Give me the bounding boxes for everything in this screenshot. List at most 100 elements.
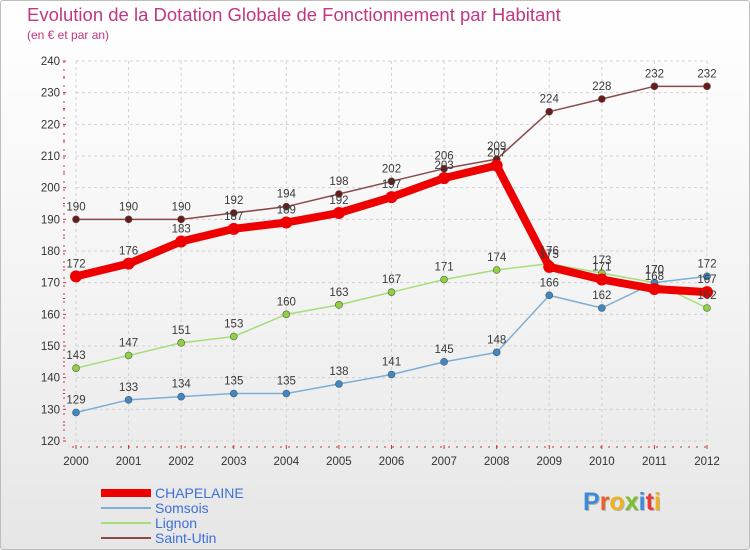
data-label-chapelaine: 197 <box>382 179 401 191</box>
data-label-lignon: 167 <box>382 274 401 286</box>
x-tick-label: 2000 <box>63 456 89 468</box>
data-point-somsois <box>387 370 396 379</box>
y-tick-label: 210 <box>41 151 60 163</box>
data-label-saint-utin: 190 <box>172 201 191 213</box>
chart-title: Evolution de la Dotation Globale de Fonc… <box>27 4 561 25</box>
data-label-saint-utin: 194 <box>277 189 297 201</box>
data-label-lignon: 170 <box>645 265 664 277</box>
data-point-somsois <box>545 291 554 300</box>
data-point-somsois <box>598 304 606 312</box>
data-label-chapelaine: 187 <box>224 211 243 223</box>
data-point-lignon <box>387 288 396 296</box>
data-label-chapelaine: 176 <box>119 246 138 258</box>
y-tick-label: 160 <box>41 309 60 321</box>
y-tick-label: 230 <box>41 88 60 100</box>
data-label-lignon: 176 <box>540 246 559 258</box>
series-lines <box>70 82 713 417</box>
data-point-chapelaine <box>175 235 188 248</box>
data-label-saint-utin: 228 <box>592 81 611 93</box>
x-tick-label: 2003 <box>221 456 247 468</box>
logo-letter: i <box>638 488 646 516</box>
data-point-saint-utin <box>703 82 711 91</box>
legend-swatch <box>101 537 151 539</box>
data-point-saint-utin <box>598 95 606 103</box>
y-tick-label: 190 <box>41 214 60 226</box>
data-point-somsois <box>703 272 711 281</box>
y-tick-label: 140 <box>41 373 60 385</box>
data-label-chapelaine: 168 <box>645 271 664 283</box>
data-label-saint-utin: 190 <box>119 201 138 213</box>
logo-letter: r <box>599 488 610 516</box>
data-point-somsois <box>440 358 448 366</box>
data-label-chapelaine: 192 <box>329 195 348 207</box>
data-point-saint-utin <box>177 215 185 224</box>
data-label-lignon: 153 <box>224 319 243 331</box>
data-point-chapelaine <box>438 172 451 185</box>
data-label-chapelaine: 207 <box>487 148 506 160</box>
logo-letter: o <box>609 488 625 516</box>
y-tick-label: 200 <box>41 183 60 195</box>
data-point-chapelaine <box>70 270 82 283</box>
data-point-somsois <box>229 389 238 398</box>
data-label-saint-utin: 232 <box>645 68 664 80</box>
x-tick-label: 2001 <box>116 456 142 468</box>
data-label-saint-utin: 224 <box>540 94 560 106</box>
legend-label: CHAPELAINE <box>155 485 244 501</box>
data-point-somsois <box>492 348 501 357</box>
data-label-somsois: 129 <box>66 395 85 407</box>
data-point-somsois <box>124 396 133 404</box>
x-tick-label: 2005 <box>326 456 352 468</box>
data-label-chapelaine: 167 <box>697 274 716 286</box>
data-label-somsois: 172 <box>697 258 716 270</box>
data-point-lignon <box>177 339 185 347</box>
data-label-lignon: 143 <box>66 350 85 362</box>
data-label-saint-utin: 190 <box>66 201 85 213</box>
x-tick-label: 2004 <box>274 456 300 468</box>
data-point-saint-utin <box>229 209 238 217</box>
data-point-chapelaine <box>648 283 661 295</box>
data-point-chapelaine <box>490 159 503 172</box>
data-label-somsois: 162 <box>592 290 611 302</box>
data-label-somsois: 141 <box>382 357 401 369</box>
data-label-saint-utin: 232 <box>697 68 716 80</box>
logo-letter: i <box>653 488 661 516</box>
data-point-lignon <box>124 351 133 360</box>
x-tick-label: 2010 <box>589 456 615 468</box>
chart-subtitle: (en € et par an) <box>27 28 110 42</box>
logo-letter: t <box>645 488 654 516</box>
data-label-saint-utin: 198 <box>329 176 348 188</box>
data-label-somsois: 135 <box>277 376 296 388</box>
y-tick-label: 220 <box>41 119 60 131</box>
data-label-saint-utin: 192 <box>224 195 243 207</box>
data-label-chapelaine: 203 <box>434 160 453 172</box>
data-label-chapelaine: 171 <box>592 262 611 274</box>
legend-label: Saint-Utin <box>155 530 217 546</box>
data-label-somsois: 138 <box>329 366 348 378</box>
x-tick-label: 2011 <box>642 456 667 468</box>
data-label-lignon: 163 <box>329 287 348 299</box>
y-tick-label: 180 <box>41 246 60 258</box>
data-labels: 190 190 190 192 194 198 202 206 209 224 228 232 232 1… <box>66 68 716 406</box>
data-point-chapelaine <box>595 273 608 286</box>
data-label-saint-utin: 209 <box>487 141 506 153</box>
data-point-chapelaine <box>385 191 398 204</box>
legend-swatch <box>101 489 151 497</box>
data-point-chapelaine <box>280 216 293 229</box>
data-label-somsois: 166 <box>540 277 559 289</box>
data-label-lignon: 162 <box>697 290 716 302</box>
x-tick-label: 2007 <box>431 456 457 468</box>
data-point-saint-utin <box>387 177 396 186</box>
y-tick-label: 150 <box>41 341 60 353</box>
data-point-lignon <box>492 266 501 274</box>
y-tick-label: 120 <box>41 436 60 448</box>
data-point-saint-utin <box>282 202 291 211</box>
data-point-lignon <box>335 301 343 309</box>
data-point-lignon <box>282 310 291 319</box>
data-label-saint-utin: 206 <box>434 151 453 163</box>
x-tick-label: 2006 <box>379 456 405 468</box>
x-tick-label: 2012 <box>694 456 720 468</box>
data-point-chapelaine <box>543 260 556 273</box>
data-point-saint-utin <box>124 215 133 224</box>
